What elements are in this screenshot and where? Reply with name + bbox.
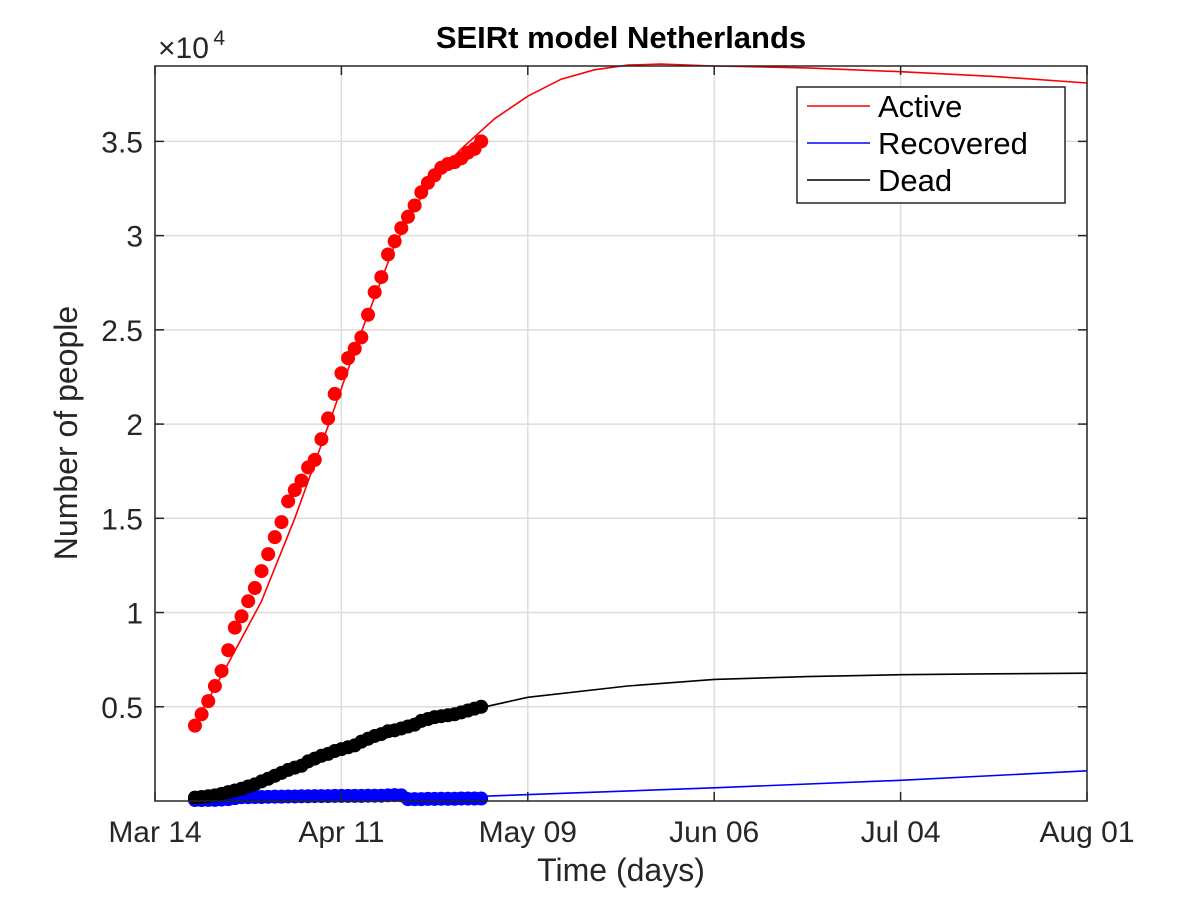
x-axis-label: Time (days) [537,852,705,888]
x-tick-label: Mar 14 [108,816,201,849]
active-model-line [194,63,1088,725]
y-exponent-power: 4 [213,27,225,50]
active-data-point [254,564,269,579]
recovered-data-point [474,791,489,806]
x-tick-label: Jun 06 [669,816,759,849]
active-data-point [347,341,362,356]
axes-frame [154,65,1088,802]
active-data-point [247,581,262,596]
y-tick-label: 3.5 [101,126,143,159]
active-data-point [214,663,229,678]
active-data-point [194,707,209,722]
active-data-point [361,307,376,322]
x-tick-label: Apr 11 [298,816,384,849]
tick-marks [154,66,1088,801]
plot-data [187,63,1088,808]
x-tick-label: Aug 01 [1039,816,1134,849]
active-data-point [367,285,382,300]
active-data-point [261,547,276,562]
y-tick-label: 1.5 [101,503,143,536]
chart-title: SEIRt model Netherlands [436,20,806,55]
active-data-point [327,386,342,401]
y-tick-label: 2 [126,409,143,442]
active-data-point [374,270,389,285]
active-data-point [400,209,415,224]
active-data-point [381,247,395,262]
active-data-point [241,594,256,609]
y-tick-label: 1 [126,598,143,631]
active-data-point [267,530,282,545]
active-data-point [281,494,296,509]
legend-label-recovered: Recovered [878,126,1028,161]
active-data-point [354,330,369,345]
dead-model-line [194,672,1088,798]
y-exponent-base: ×10 [158,32,209,65]
y-tick-label: 3 [126,221,143,254]
active-data-point [307,452,322,467]
active-data-point [407,198,422,213]
active-data-point [207,679,222,694]
active-data-point [314,432,329,447]
active-data-point [294,473,309,488]
dead-data-point [474,699,489,714]
active-data-point [387,234,402,249]
active-data-point [474,134,489,149]
y-tick-labels: 0.5 1 1.5 2 2.5 3 3.5 [101,126,143,724]
x-tick-label: Jul 04 [861,816,941,849]
x-tick-label: May 09 [479,816,577,849]
y-axis-exponent: ×10 4 [158,27,225,65]
active-data-point [274,515,289,530]
active-data-point [221,643,236,658]
active-data-point [227,620,242,635]
y-tick-label: 0.5 [101,692,143,725]
y-axis-label: Number of people [48,306,84,560]
active-data-point [201,694,216,709]
active-data-point [321,411,336,426]
active-data-point [187,718,202,733]
legend-label-dead: Dead [878,163,952,198]
active-data-point [234,609,249,624]
y-tick-label: 2.5 [101,315,143,348]
legend-label-active: Active [878,89,962,124]
x-tick-labels: Mar 14 Apr 11 May 09 Jun 06 Jul 04 Aug 01 [108,816,1134,849]
active-data-point [334,366,349,381]
active-data-point [394,221,409,236]
